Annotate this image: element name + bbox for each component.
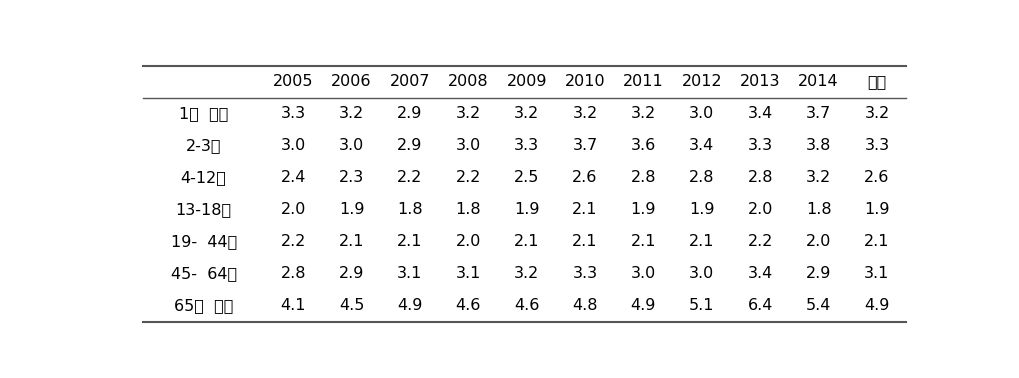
Text: 3.7: 3.7 <box>805 106 830 121</box>
Text: 2.8: 2.8 <box>280 266 306 281</box>
Text: 2.9: 2.9 <box>805 266 830 281</box>
Text: 2.8: 2.8 <box>689 170 714 185</box>
Text: 2009: 2009 <box>505 74 546 89</box>
Text: 2011: 2011 <box>623 74 663 89</box>
Text: 3.3: 3.3 <box>747 138 772 153</box>
Text: 3.3: 3.3 <box>514 138 539 153</box>
Text: 3.4: 3.4 <box>747 106 772 121</box>
Text: 3.3: 3.3 <box>863 138 889 153</box>
Text: 2.2: 2.2 <box>455 170 481 185</box>
Text: 3.4: 3.4 <box>689 138 713 153</box>
Text: 3.0: 3.0 <box>630 266 655 281</box>
Text: 2.1: 2.1 <box>514 234 539 249</box>
Text: 6.4: 6.4 <box>747 298 772 313</box>
Text: 2.1: 2.1 <box>572 234 597 249</box>
Text: 2.9: 2.9 <box>396 106 422 121</box>
Text: 3.6: 3.6 <box>630 138 655 153</box>
Text: 1.9: 1.9 <box>630 202 655 217</box>
Text: 2012: 2012 <box>681 74 721 89</box>
Text: 3.2: 3.2 <box>514 106 539 121</box>
Text: 4.6: 4.6 <box>514 298 539 313</box>
Text: 2.5: 2.5 <box>514 170 539 185</box>
Text: 3.0: 3.0 <box>280 138 306 153</box>
Text: 4.6: 4.6 <box>455 298 481 313</box>
Text: 3.2: 3.2 <box>514 266 539 281</box>
Text: 2010: 2010 <box>565 74 604 89</box>
Text: 1.9: 1.9 <box>338 202 364 217</box>
Text: 2-3세: 2-3세 <box>185 138 221 153</box>
Text: 4.9: 4.9 <box>396 298 422 313</box>
Text: 2007: 2007 <box>389 74 430 89</box>
Text: 1.9: 1.9 <box>689 202 714 217</box>
Text: 2.8: 2.8 <box>747 170 772 185</box>
Text: 3.2: 3.2 <box>572 106 597 121</box>
Text: 4.8: 4.8 <box>572 298 597 313</box>
Text: 2.1: 2.1 <box>689 234 714 249</box>
Text: 2.4: 2.4 <box>280 170 306 185</box>
Text: 4-12세: 4-12세 <box>180 170 226 185</box>
Text: 1세  이하: 1세 이하 <box>178 106 228 121</box>
Text: 2.3: 2.3 <box>338 170 364 185</box>
Text: 2.9: 2.9 <box>338 266 364 281</box>
Text: 3.3: 3.3 <box>280 106 306 121</box>
Text: 1.8: 1.8 <box>455 202 481 217</box>
Text: 3.1: 3.1 <box>455 266 481 281</box>
Text: 4.5: 4.5 <box>338 298 364 313</box>
Text: 2005: 2005 <box>273 74 313 89</box>
Text: 2.1: 2.1 <box>630 234 655 249</box>
Text: 2.8: 2.8 <box>630 170 655 185</box>
Text: 4.9: 4.9 <box>863 298 889 313</box>
Text: 3.1: 3.1 <box>863 266 889 281</box>
Text: 3.0: 3.0 <box>689 106 713 121</box>
Text: 2.0: 2.0 <box>455 234 481 249</box>
Text: 19-  44세: 19- 44세 <box>170 234 236 249</box>
Text: 3.0: 3.0 <box>338 138 364 153</box>
Text: 3.4: 3.4 <box>747 266 772 281</box>
Text: 2.2: 2.2 <box>280 234 306 249</box>
Text: 2013: 2013 <box>739 74 780 89</box>
Text: 3.2: 3.2 <box>805 170 830 185</box>
Text: 2.0: 2.0 <box>747 202 772 217</box>
Text: 2.0: 2.0 <box>280 202 306 217</box>
Text: 13-18세: 13-18세 <box>175 202 231 217</box>
Text: 2.9: 2.9 <box>396 138 422 153</box>
Text: 3.2: 3.2 <box>863 106 889 121</box>
Text: 3.7: 3.7 <box>572 138 597 153</box>
Text: 2.1: 2.1 <box>572 202 597 217</box>
Text: 2.1: 2.1 <box>338 234 364 249</box>
Text: 1.8: 1.8 <box>396 202 422 217</box>
Text: 2.6: 2.6 <box>572 170 597 185</box>
Text: 1.8: 1.8 <box>805 202 830 217</box>
Text: 2.2: 2.2 <box>747 234 772 249</box>
Text: 3.0: 3.0 <box>455 138 480 153</box>
Text: 3.2: 3.2 <box>455 106 480 121</box>
Text: 1.9: 1.9 <box>514 202 539 217</box>
Text: 2.6: 2.6 <box>863 170 889 185</box>
Text: 45-  64세: 45- 64세 <box>170 266 236 281</box>
Text: 2.0: 2.0 <box>805 234 830 249</box>
Text: 3.2: 3.2 <box>630 106 655 121</box>
Text: 2.1: 2.1 <box>863 234 889 249</box>
Text: 5.1: 5.1 <box>689 298 714 313</box>
Text: 3.2: 3.2 <box>338 106 364 121</box>
Text: 2008: 2008 <box>447 74 488 89</box>
Text: 2006: 2006 <box>331 74 371 89</box>
Text: 3.3: 3.3 <box>572 266 597 281</box>
Text: 65세  이상: 65세 이상 <box>174 298 233 313</box>
Text: 2014: 2014 <box>798 74 838 89</box>
Text: 4.1: 4.1 <box>280 298 306 313</box>
Text: 4.9: 4.9 <box>630 298 655 313</box>
Text: 3.8: 3.8 <box>805 138 830 153</box>
Text: 2.2: 2.2 <box>396 170 422 185</box>
Text: 3.0: 3.0 <box>689 266 713 281</box>
Text: 5.4: 5.4 <box>805 298 830 313</box>
Text: 3.1: 3.1 <box>396 266 422 281</box>
Text: 평균: 평균 <box>866 74 886 89</box>
Text: 1.9: 1.9 <box>863 202 889 217</box>
Text: 2.1: 2.1 <box>396 234 422 249</box>
